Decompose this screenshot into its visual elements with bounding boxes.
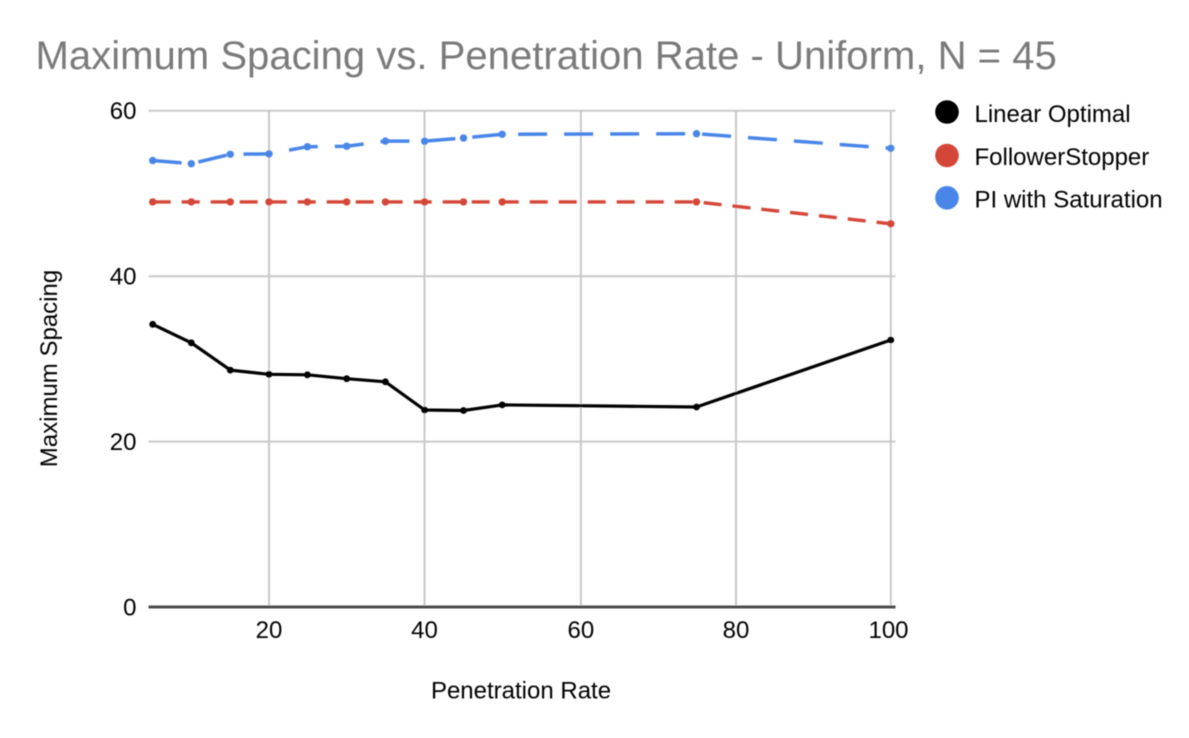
svg-text:Maximum Spacing vs. Penetratio: Maximum Spacing vs. Penetration Rate - U… — [36, 34, 1057, 78]
svg-text:80: 80 — [723, 617, 750, 644]
svg-text:Maximum Spacing: Maximum Spacing — [36, 270, 63, 467]
svg-text:20: 20 — [256, 617, 283, 644]
svg-text:0: 0 — [123, 594, 136, 621]
svg-text:PI with Saturation: PI with Saturation — [975, 187, 1163, 214]
svg-text:FollowerStopper: FollowerStopper — [975, 144, 1150, 171]
svg-text:40: 40 — [110, 264, 137, 291]
svg-text:20: 20 — [110, 429, 137, 456]
svg-text:100: 100 — [868, 617, 908, 644]
svg-text:Linear Optimal: Linear Optimal — [975, 101, 1131, 128]
svg-text:40: 40 — [411, 617, 438, 644]
svg-text:60: 60 — [568, 617, 595, 644]
svg-text:Penetration Rate: Penetration Rate — [431, 678, 611, 705]
svg-text:60: 60 — [110, 98, 137, 125]
